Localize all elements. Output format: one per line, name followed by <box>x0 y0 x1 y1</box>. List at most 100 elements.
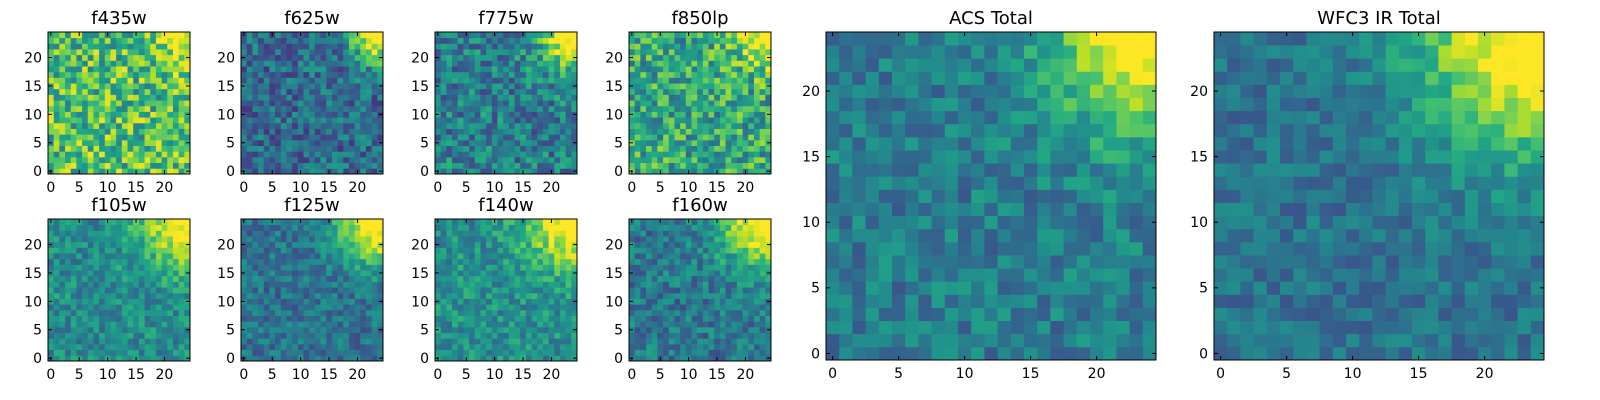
heatmap-cell <box>452 94 459 101</box>
heatmap-cell <box>640 139 647 146</box>
heatmap-cell <box>280 304 287 311</box>
heatmap-cell <box>331 94 338 101</box>
heatmap-cell <box>765 37 772 44</box>
heatmap-cell <box>121 139 128 146</box>
heatmap-cell <box>714 134 721 141</box>
heatmap-cell <box>531 162 538 169</box>
heatmap-cell <box>292 275 299 282</box>
heatmap-cell <box>759 292 766 299</box>
heatmap-cell <box>184 162 191 169</box>
heatmap-cell <box>537 224 544 231</box>
heatmap-cell <box>155 94 162 101</box>
heatmap-cell <box>371 281 378 288</box>
heatmap-cell <box>280 66 287 73</box>
heatmap-cell <box>680 111 687 118</box>
heatmap-cell <box>343 105 350 112</box>
heatmap-cell <box>320 247 327 254</box>
heatmap-cells <box>241 32 384 175</box>
heatmap-cell <box>663 71 670 78</box>
heatmap-cell <box>731 309 738 316</box>
heatmap-cell <box>508 66 515 73</box>
heatmap-cell <box>292 241 299 248</box>
heatmap-cell <box>457 230 464 237</box>
heatmap-cell <box>559 332 567 339</box>
heatmap-cell <box>736 83 743 90</box>
heatmap-cell <box>514 332 521 339</box>
heatmap-cell <box>565 258 572 265</box>
heatmap-cell <box>303 94 310 101</box>
heatmap-cell <box>525 298 532 305</box>
heatmap-cell <box>82 253 89 260</box>
heatmap-cell <box>314 168 321 175</box>
heatmap-cell <box>127 66 134 73</box>
heatmap-cell <box>343 88 350 95</box>
heatmap-cell <box>486 54 493 61</box>
heatmap-cell <box>708 105 715 112</box>
heatmap-cell <box>275 230 282 237</box>
heatmap-cell <box>93 128 100 135</box>
heatmap-cell <box>708 66 715 73</box>
heatmap-cell <box>497 128 504 135</box>
heatmap-cell <box>520 139 527 146</box>
heatmap-cell <box>571 236 578 243</box>
heatmap-cell <box>87 247 94 254</box>
heatmap-cell <box>725 287 732 294</box>
heatmap-cell <box>697 100 704 107</box>
heatmap-cell <box>634 94 641 101</box>
heatmap-cell <box>663 88 670 95</box>
heatmap-cell <box>657 66 664 73</box>
heatmap-cell <box>303 241 310 248</box>
heatmap-cell <box>76 111 83 118</box>
heatmap-cell <box>719 343 726 351</box>
heatmap-cell <box>371 219 378 226</box>
heatmap-cell <box>178 32 185 39</box>
heatmap-cell <box>178 230 185 237</box>
heatmap-cell <box>360 162 367 169</box>
heatmap-cell <box>742 304 749 311</box>
heatmap-cell <box>59 122 66 129</box>
heatmap-cell <box>571 145 578 152</box>
heatmap-cell <box>685 162 692 169</box>
heatmap-cell <box>87 241 94 248</box>
heatmap-cell <box>348 292 355 299</box>
heatmap-cell <box>246 105 253 112</box>
heatmap-cell <box>59 287 66 294</box>
heatmap-cell <box>65 156 72 164</box>
heatmap-cell <box>99 236 106 243</box>
heatmap-cell <box>314 264 321 271</box>
heatmap-cell <box>371 145 378 152</box>
heatmap-cell <box>155 247 162 254</box>
heatmap-cell <box>297 156 304 164</box>
heatmap-cell <box>48 66 55 73</box>
heatmap-cell <box>93 304 100 311</box>
heatmap-cell <box>365 122 373 129</box>
heatmap-cell <box>337 343 344 351</box>
heatmap-cell <box>446 66 453 73</box>
heatmap-cell <box>65 349 72 356</box>
heatmap-cell <box>765 292 772 299</box>
heatmap-cell <box>110 128 117 135</box>
heatmap-cell <box>629 94 636 101</box>
heatmap-cell <box>150 287 157 294</box>
heatmap-cell <box>548 71 555 78</box>
heatmap-cell <box>121 315 128 322</box>
heatmap-cell <box>531 236 538 243</box>
heatmap-cell <box>702 122 709 129</box>
heatmap-cell <box>748 326 755 333</box>
heatmap-cell <box>70 253 77 260</box>
heatmap-cell <box>161 128 168 135</box>
heatmap-cell <box>320 162 327 169</box>
heatmap-cell <box>155 162 162 169</box>
heatmap-cell <box>508 230 515 237</box>
heatmap-cell <box>110 230 117 237</box>
heatmap-cell <box>343 151 350 158</box>
heatmap-cell <box>668 43 675 50</box>
heatmap-cell <box>685 105 692 112</box>
heatmap-cell <box>309 128 316 135</box>
heatmap-cell <box>76 117 83 124</box>
heatmap-cell <box>742 315 749 322</box>
heatmap-cell <box>76 122 83 129</box>
heatmap-cell <box>104 309 111 316</box>
heatmap-cell <box>542 43 549 50</box>
heatmap-cell <box>497 37 504 44</box>
